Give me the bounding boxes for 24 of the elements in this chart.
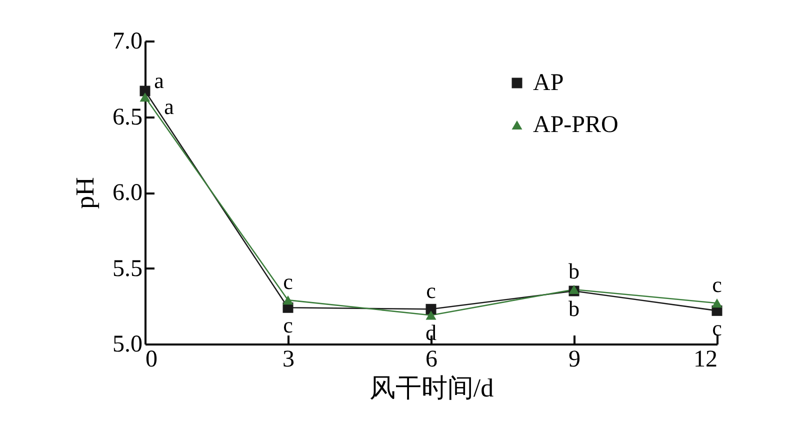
annotation: b xyxy=(568,296,580,321)
annotation: c xyxy=(283,269,294,294)
y-tick-label: 6.5 xyxy=(112,104,142,130)
annotation: c xyxy=(712,272,722,298)
x-tick-label: 3 xyxy=(282,346,294,372)
x-tick-label: 12 xyxy=(694,346,718,372)
y-tick-label: 5.5 xyxy=(112,256,142,282)
annotation: b xyxy=(568,258,580,284)
y-axis-title: pH xyxy=(70,176,100,209)
annotation: c xyxy=(712,316,722,341)
annotation: c xyxy=(283,312,294,338)
annotation: a xyxy=(154,68,164,93)
annotation: d xyxy=(426,320,436,346)
y-tick-label: 7.0 xyxy=(112,28,142,54)
x-tick-label: 0 xyxy=(146,346,158,372)
y-tick-label: 5.0 xyxy=(112,332,142,358)
x-tick-label: 9 xyxy=(568,346,580,372)
y-tick-label: 6.0 xyxy=(112,180,142,206)
annotation: c xyxy=(426,278,436,304)
annotation: a xyxy=(164,94,174,120)
legend-label: AP-PRO xyxy=(533,112,618,138)
x-axis-title: 风干时间/d xyxy=(369,374,494,402)
legend-label: AP xyxy=(533,70,564,96)
x-tick-label: 6 xyxy=(426,346,438,372)
